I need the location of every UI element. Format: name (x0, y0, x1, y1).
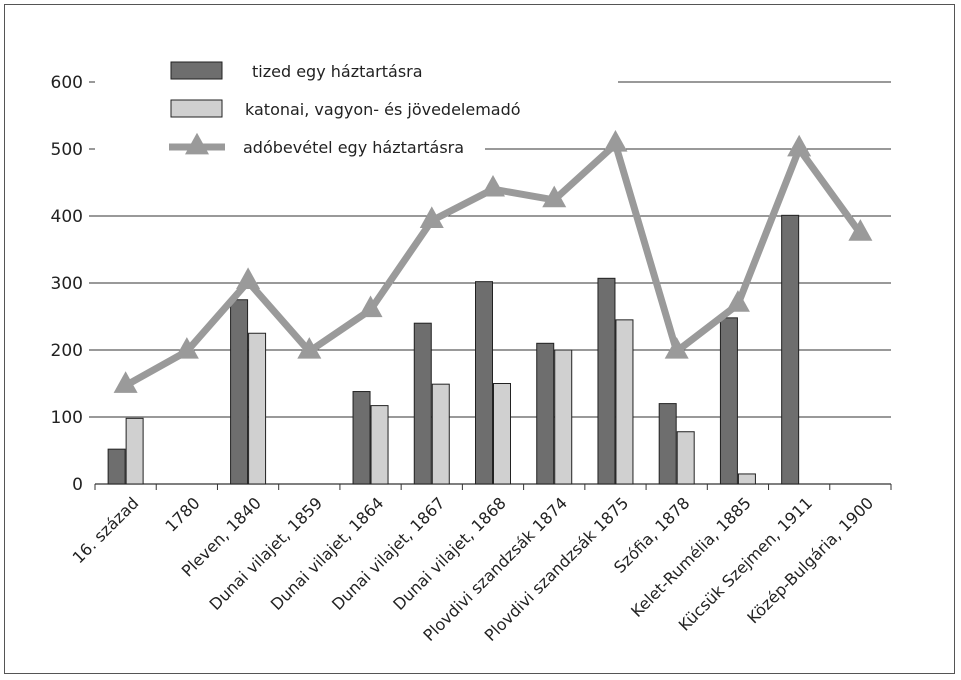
x-category-label: Dunai vilajet, 1859 (206, 493, 327, 614)
x-category-label: Közép-Bulgária, 1900 (743, 493, 877, 627)
line-marker-6 (481, 174, 505, 197)
legend-label-2: adóbevétel egy háztartásra (243, 138, 464, 157)
x-category-label: Kelet-Rumélia, 1885 (627, 493, 755, 621)
bar-katonai-10 (737, 473, 756, 485)
y-tick-label: 200 (51, 341, 83, 361)
y-tick-label: 600 (51, 73, 83, 93)
line-marker-10 (725, 290, 750, 312)
line-marker-4 (358, 295, 383, 318)
bar-tized-0 (107, 448, 126, 485)
line-marker-9 (664, 337, 689, 359)
y-tick-label: 0 (72, 475, 83, 495)
legend-label-0: tized egy háztartásra (252, 62, 423, 81)
legend-triangle-swatch (185, 132, 209, 155)
bar-tized-4 (352, 391, 371, 485)
line-marker-5 (419, 206, 444, 229)
line-series (113, 130, 873, 393)
x-category-label: Dunai vilajet, 1864 (267, 493, 388, 614)
bar-katonai-9 (676, 431, 695, 485)
y-tick-label: 400 (51, 207, 83, 227)
line-marker-12 (848, 219, 873, 241)
y-tick-label: 300 (51, 274, 83, 294)
bar-katonai-4 (370, 405, 389, 485)
x-category-label: 1780 (161, 493, 203, 535)
line-marker-0 (113, 371, 138, 393)
line-marker-3 (297, 337, 322, 359)
legend-swatch-1 (170, 99, 223, 118)
x-category-label: Dunai vilajet, 1868 (389, 493, 510, 614)
bar-katonai-8 (615, 319, 634, 485)
x-category-label: Dunai vilajet, 1867 (328, 493, 449, 614)
bar-katonai-0 (125, 417, 144, 485)
line-marker-1 (174, 337, 199, 359)
bar-tized-7 (536, 342, 555, 485)
legend-label-1: katonai, vagyon- és jövedelemadó (245, 100, 521, 119)
bars (107, 214, 800, 485)
x-category-label: 16. század (69, 493, 143, 567)
bar-tized-5 (413, 322, 432, 485)
legend-swatch-0 (170, 61, 223, 80)
bar-katonai-7 (554, 349, 573, 485)
y-tick-label: 500 (51, 140, 83, 160)
y-tick-label: 100 (51, 408, 83, 428)
line-marker-7 (542, 185, 567, 208)
line-marker-2 (236, 267, 261, 290)
bar-tized-10 (719, 317, 738, 485)
legend: tized egy háztartásra katonai, vagyon- és… (169, 61, 521, 157)
chart-frame: 0 100 200 300 400 500 600 16. század 1780 Pleven,… (4, 4, 955, 674)
bar-tized-11 (781, 214, 800, 485)
bar-katonai-5 (431, 383, 450, 485)
bar-tized-9 (658, 403, 677, 485)
bar-katonai-2 (248, 332, 267, 485)
bar-katonai-6 (493, 383, 511, 485)
line-marker-11 (787, 134, 812, 157)
bar-tized-2 (230, 299, 249, 485)
bar-tized-6 (475, 281, 493, 485)
line-marker-8 (603, 130, 628, 152)
bar-tized-8 (597, 277, 616, 485)
